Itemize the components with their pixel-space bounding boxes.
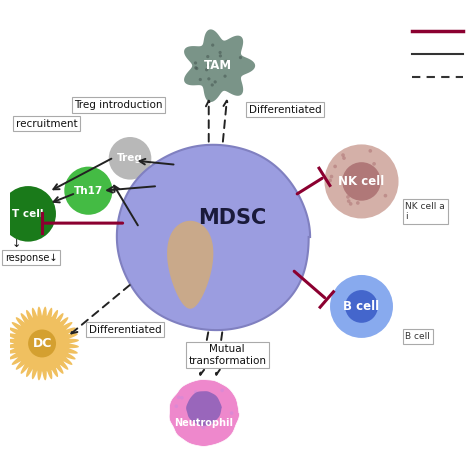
Text: response↓: response↓: [5, 253, 57, 263]
Text: Differentiated: Differentiated: [249, 105, 321, 115]
Text: Differentiated: Differentiated: [89, 325, 162, 335]
Circle shape: [109, 137, 151, 180]
Circle shape: [376, 178, 380, 182]
Circle shape: [366, 194, 370, 198]
Text: Treg introduction: Treg introduction: [74, 100, 163, 110]
Circle shape: [345, 290, 378, 323]
Circle shape: [356, 201, 360, 205]
Text: MDSC: MDSC: [198, 209, 266, 228]
Circle shape: [177, 395, 181, 399]
Circle shape: [330, 275, 393, 338]
Circle shape: [206, 55, 210, 58]
Circle shape: [239, 56, 242, 59]
Circle shape: [214, 80, 217, 83]
Circle shape: [204, 423, 208, 427]
Circle shape: [205, 68, 208, 72]
Polygon shape: [167, 221, 213, 309]
Circle shape: [230, 411, 234, 415]
Polygon shape: [5, 307, 79, 380]
Circle shape: [333, 164, 337, 168]
Circle shape: [201, 426, 205, 429]
Text: TAM: TAM: [204, 59, 232, 72]
Circle shape: [341, 153, 345, 157]
Polygon shape: [169, 380, 239, 447]
Circle shape: [223, 74, 227, 78]
Text: B cell: B cell: [344, 300, 380, 313]
Text: Mutual
transformation: Mutual transformation: [188, 344, 266, 366]
Circle shape: [349, 202, 353, 206]
Circle shape: [354, 192, 358, 196]
Text: T cell: T cell: [12, 209, 44, 219]
Circle shape: [180, 396, 184, 400]
Circle shape: [195, 67, 199, 70]
Circle shape: [207, 77, 210, 81]
Circle shape: [194, 66, 197, 69]
Circle shape: [368, 149, 372, 153]
Circle shape: [347, 199, 351, 203]
Polygon shape: [117, 145, 310, 330]
Circle shape: [219, 54, 222, 57]
Text: Treg: Treg: [117, 153, 143, 164]
Circle shape: [211, 44, 214, 47]
Text: recruitment: recruitment: [16, 118, 78, 128]
Circle shape: [64, 167, 112, 215]
Circle shape: [328, 179, 332, 182]
Circle shape: [329, 175, 333, 178]
Circle shape: [210, 83, 214, 87]
Circle shape: [207, 64, 210, 67]
Circle shape: [174, 404, 178, 408]
Text: Th17: Th17: [74, 186, 103, 196]
Circle shape: [342, 162, 381, 201]
Circle shape: [220, 389, 224, 392]
Text: NK cell a
i: NK cell a i: [405, 202, 445, 221]
Circle shape: [0, 186, 56, 242]
Text: Neutrophil: Neutrophil: [174, 418, 234, 428]
Circle shape: [383, 194, 387, 198]
Circle shape: [325, 145, 399, 219]
Circle shape: [194, 390, 198, 394]
Circle shape: [28, 329, 56, 357]
Circle shape: [199, 78, 202, 81]
Circle shape: [194, 61, 197, 64]
Circle shape: [346, 195, 350, 199]
Text: NK cell: NK cell: [338, 175, 384, 188]
Text: B cell: B cell: [405, 332, 430, 341]
Polygon shape: [186, 391, 222, 426]
Text: ↓: ↓: [12, 239, 21, 249]
Polygon shape: [184, 29, 255, 102]
Circle shape: [342, 156, 346, 160]
Circle shape: [219, 51, 222, 54]
Text: DC: DC: [32, 337, 52, 350]
Circle shape: [225, 60, 228, 63]
Circle shape: [372, 162, 376, 166]
